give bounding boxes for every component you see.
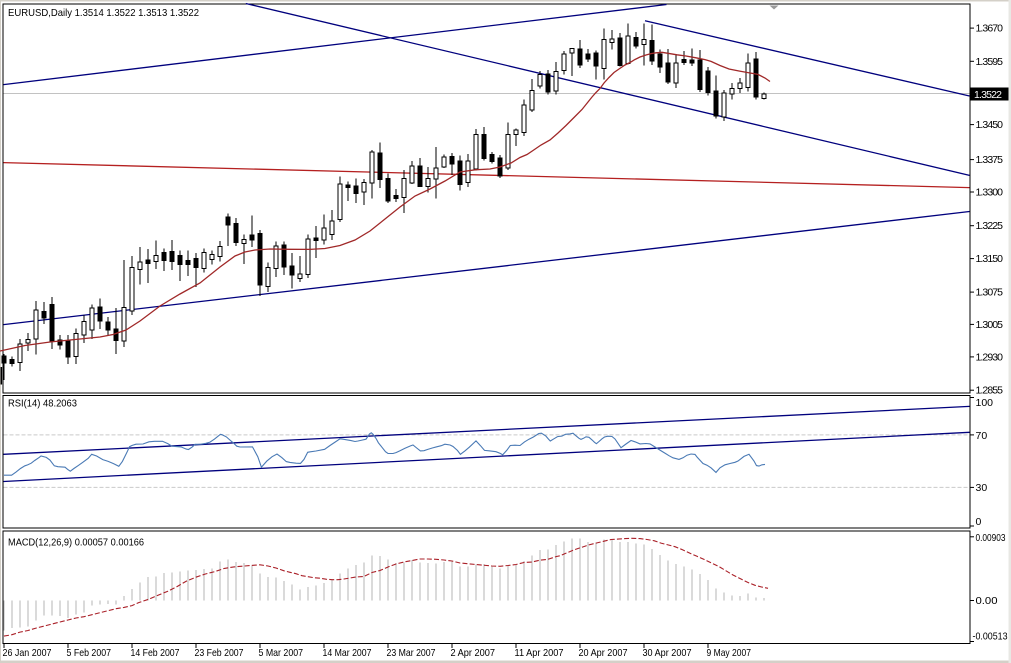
svg-text:14 Mar 2007: 14 Mar 2007 [323,647,372,659]
svg-text:100: 100 [976,397,994,409]
svg-text:30 Apr 2007: 30 Apr 2007 [643,647,692,659]
svg-text:5 Feb 2007: 5 Feb 2007 [67,647,112,659]
svg-text:23 Mar 2007: 23 Mar 2007 [387,647,436,659]
svg-text:2 Apr 2007: 2 Apr 2007 [451,647,496,659]
svg-text:1.3595: 1.3595 [976,56,1004,68]
svg-text:23 Feb 2007: 23 Feb 2007 [195,647,244,659]
svg-text:1.3450: 1.3450 [976,119,1004,131]
svg-text:20 Apr 2007: 20 Apr 2007 [579,647,628,659]
svg-text:1.3300: 1.3300 [976,187,1004,199]
svg-text:26 Jan 2007: 26 Jan 2007 [3,647,52,659]
svg-text:11 Apr 2007: 11 Apr 2007 [515,647,564,659]
svg-text:1.3005: 1.3005 [976,319,1004,331]
svg-text:1.2930: 1.2930 [976,351,1004,363]
svg-text:14 Feb 2007: 14 Feb 2007 [131,647,180,659]
svg-text:-0.00513: -0.00513 [973,631,1008,643]
svg-text:0.00: 0.00 [976,595,998,607]
svg-text:5 Mar 2007: 5 Mar 2007 [259,647,304,659]
svg-text:1.3375: 1.3375 [976,154,1004,166]
svg-text:1.2855: 1.2855 [976,385,1004,397]
svg-text:EURUSD,Daily 1.3514 1.3522 1.: EURUSD,Daily 1.3514 1.3522 1.3513 1.3522 [8,7,199,19]
svg-text:1.3225: 1.3225 [976,220,1004,232]
svg-text:1.3670: 1.3670 [976,23,1004,35]
svg-text:70: 70 [976,430,988,442]
svg-text:1.3150: 1.3150 [976,253,1004,265]
svg-text:RSI(14) 48.2063: RSI(14) 48.2063 [8,398,77,410]
svg-text:MACD(12,26,9) 0.00057 0.00166: MACD(12,26,9) 0.00057 0.00166 [8,537,144,549]
svg-text:1.3075: 1.3075 [976,287,1004,299]
svg-text:30: 30 [976,482,988,494]
svg-text:9 May 2007: 9 May 2007 [707,647,752,659]
svg-text:1.3522: 1.3522 [974,89,1002,101]
svg-text:0.00903: 0.00903 [976,532,1006,544]
svg-text:0: 0 [976,516,982,528]
